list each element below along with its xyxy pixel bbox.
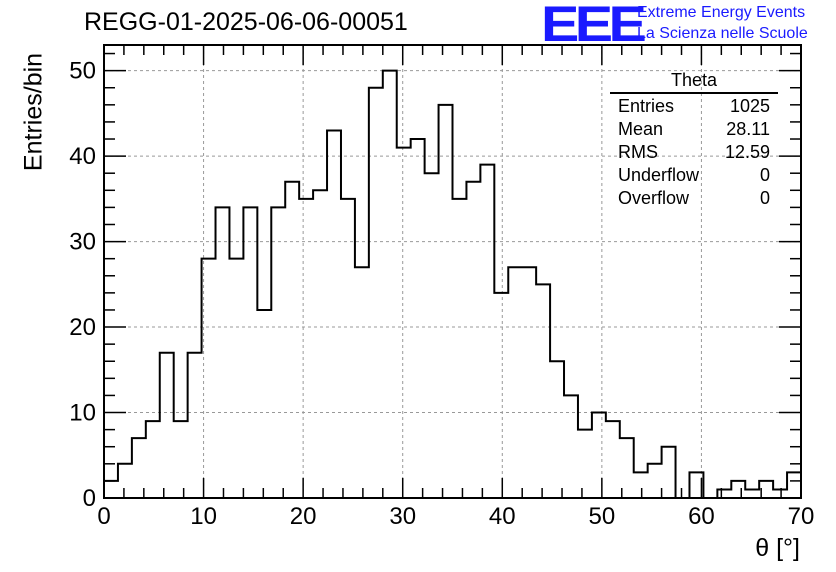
stats-value: 12.59 (724, 142, 770, 162)
histogram-bin (745, 489, 759, 498)
histogram-bin (216, 207, 230, 498)
histogram-bin (634, 472, 648, 498)
stats-label: Overflow (618, 188, 690, 208)
stats-row: Mean 28.11 (610, 118, 778, 141)
histogram-bin (146, 421, 160, 498)
stats-label: Underflow (618, 165, 700, 185)
x-tick-label: 10 (190, 503, 217, 530)
histogram-bin (480, 165, 494, 498)
eee-logo: EEE (541, 0, 647, 52)
histogram-bin (383, 71, 397, 498)
x-tick-label: 50 (589, 503, 616, 530)
histogram-bin (550, 361, 564, 498)
stats-row: Underflow 0 (610, 164, 778, 187)
stats-box: Theta Entries 1025 Mean 28.11 RMS 12.59 … (610, 70, 778, 210)
x-tick-label: 30 (389, 503, 416, 530)
x-axis-label: θ [°] (755, 534, 800, 562)
y-tick-label: 40 (69, 143, 96, 170)
histogram-bin (717, 489, 731, 498)
histogram-bin (188, 353, 202, 498)
stats-value: 28.11 (726, 119, 770, 139)
histogram-bin (118, 464, 132, 498)
histogram-bin (271, 207, 285, 498)
x-tick-label: 60 (688, 503, 715, 530)
histogram-bin (174, 421, 188, 498)
stats-row: RMS 12.59 (610, 141, 778, 164)
x-tick-label: 20 (290, 503, 317, 530)
stats-title: Theta (610, 70, 778, 94)
histogram-bin (564, 395, 578, 498)
stats-label: RMS (618, 142, 658, 162)
x-tick-label: 70 (788, 503, 815, 530)
histogram-bin (229, 259, 243, 498)
x-tick-label: 0 (97, 503, 110, 530)
stats-label: Mean (618, 119, 664, 139)
histogram-bin (243, 207, 257, 498)
histogram-bin (104, 481, 118, 498)
histogram-bin (494, 293, 508, 498)
histogram-bin (411, 139, 425, 498)
histogram-bin (369, 88, 383, 498)
histogram-bin (425, 173, 439, 498)
histogram-bin (536, 284, 550, 498)
histogram-bin (257, 310, 271, 498)
plot-frame (103, 44, 802, 499)
histogram-bin (648, 464, 662, 498)
y-tick-label: 0 (83, 485, 96, 512)
y-tick-label: 10 (69, 400, 96, 427)
histogram-step-line (103, 69, 802, 499)
histogram-bin (397, 148, 411, 498)
stats-value: 0 (759, 165, 770, 185)
histogram-bin (355, 267, 369, 498)
tick-labels: 0 10 20 30 40 50 60 70 0 10 20 30 40 50 (69, 58, 814, 530)
histogram-bin (662, 447, 676, 498)
histogram-bin (313, 190, 327, 498)
histogram-bin (773, 489, 787, 498)
y-tick-label: 20 (69, 314, 96, 341)
histogram-bin (578, 430, 592, 498)
histogram-bin (787, 472, 801, 498)
histogram-bin (327, 130, 341, 498)
x-tick-label: 40 (489, 503, 516, 530)
histogram-bin (508, 267, 522, 498)
histogram-bin (299, 199, 313, 498)
histogram-bin (606, 421, 620, 498)
stats-value: 1025 (729, 96, 770, 116)
histogram-bin (341, 199, 355, 498)
y-tick-label: 30 (69, 229, 96, 256)
histogram-bin (522, 267, 536, 498)
y-tick-label: 50 (69, 58, 96, 85)
histogram-bin (466, 182, 480, 498)
histogram-bin (285, 182, 299, 498)
histogram-bin (160, 353, 174, 498)
histogram-bin (592, 413, 606, 498)
stats-row: Entries 1025 (610, 95, 778, 118)
stats-label: Entries (618, 96, 675, 116)
histogram-bin (202, 259, 216, 498)
stats-row: Overflow 0 (610, 187, 778, 210)
chart-title: REGG-01-2025-06-06-00051 (84, 8, 408, 36)
histogram-bin (439, 105, 453, 498)
histogram-bin (731, 481, 745, 498)
y-axis-label: Entries/bin (19, 52, 48, 172)
stats-value: 0 (759, 188, 770, 208)
logo-line-2: La Scienza nelle Scuole (637, 25, 808, 42)
histogram-bin (453, 199, 467, 498)
logo-line-1: Extreme Energy Events (637, 4, 806, 21)
